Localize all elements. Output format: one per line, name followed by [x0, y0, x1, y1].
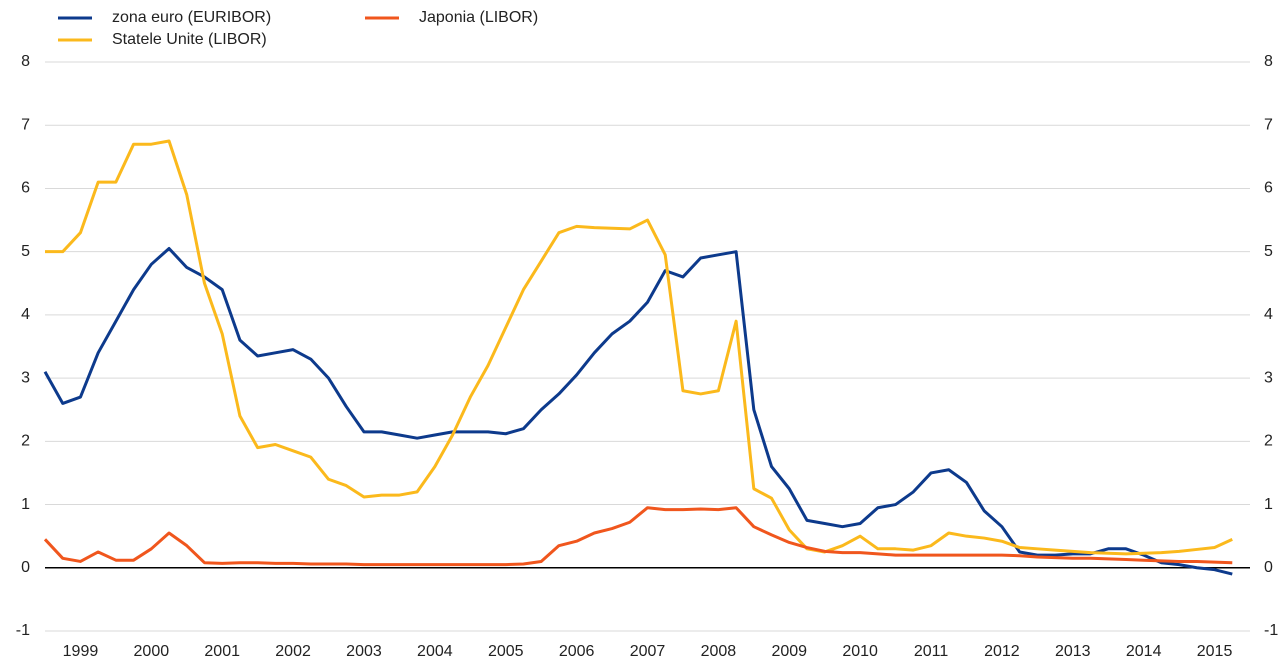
x-tick-label: 2007: [630, 643, 666, 660]
x-tick-label: 2011: [914, 643, 949, 660]
x-tick-label: 2002: [275, 643, 311, 660]
y2-tick-label: 3: [1264, 369, 1273, 386]
y-tick-label: 6: [21, 180, 30, 197]
x-tick-label: 2000: [134, 643, 170, 660]
x-tick-label: 2010: [842, 643, 878, 660]
x-tick-label: 2001: [204, 643, 240, 660]
y2-tick-label: 1: [1264, 496, 1273, 513]
y2-tick-label: 0: [1264, 559, 1273, 576]
y-tick-label: 4: [21, 306, 30, 323]
x-tick-label: 2012: [984, 643, 1020, 660]
x-tick-label: 2003: [346, 643, 382, 660]
x-tick-label: 2008: [701, 643, 737, 660]
x-tick-label: 2015: [1197, 643, 1233, 660]
x-tick-label: 2009: [771, 643, 807, 660]
legend-label: zona euro (EURIBOR): [112, 9, 271, 26]
y2-tick-label: 6: [1264, 180, 1273, 197]
x-tick-label: 2014: [1126, 643, 1162, 660]
series-line: [45, 139, 1233, 556]
y2-tick-label: 8: [1264, 53, 1273, 70]
x-tick-label: 1999: [63, 643, 99, 660]
x-tick-label: 2013: [1055, 643, 1091, 660]
x-tick-label: 2006: [559, 643, 595, 660]
y-tick-label: -1: [16, 622, 30, 639]
y-tick-label: 1: [21, 496, 30, 513]
x-tick-label: 2005: [488, 643, 524, 660]
y-tick-label: 0: [21, 559, 30, 576]
legend-label: Statele Unite (LIBOR): [112, 31, 267, 48]
y2-tick-label: 2: [1264, 433, 1273, 450]
y2-tick-label: 4: [1264, 306, 1273, 323]
y2-tick-label: -1: [1264, 622, 1278, 639]
series-line: [43, 506, 1233, 567]
x-tick-label: 2004: [417, 643, 453, 660]
y-tick-label: 7: [21, 116, 30, 133]
y2-tick-label: 5: [1264, 243, 1273, 260]
legend-label: Japonia (LIBOR): [419, 9, 538, 26]
y-tick-label: 3: [21, 369, 30, 386]
y2-tick-label: 7: [1264, 116, 1273, 133]
y-tick-label: 5: [21, 243, 30, 260]
series-line: [43, 247, 1233, 576]
y-tick-label: 8: [21, 53, 30, 70]
y-tick-label: 2: [21, 433, 30, 450]
